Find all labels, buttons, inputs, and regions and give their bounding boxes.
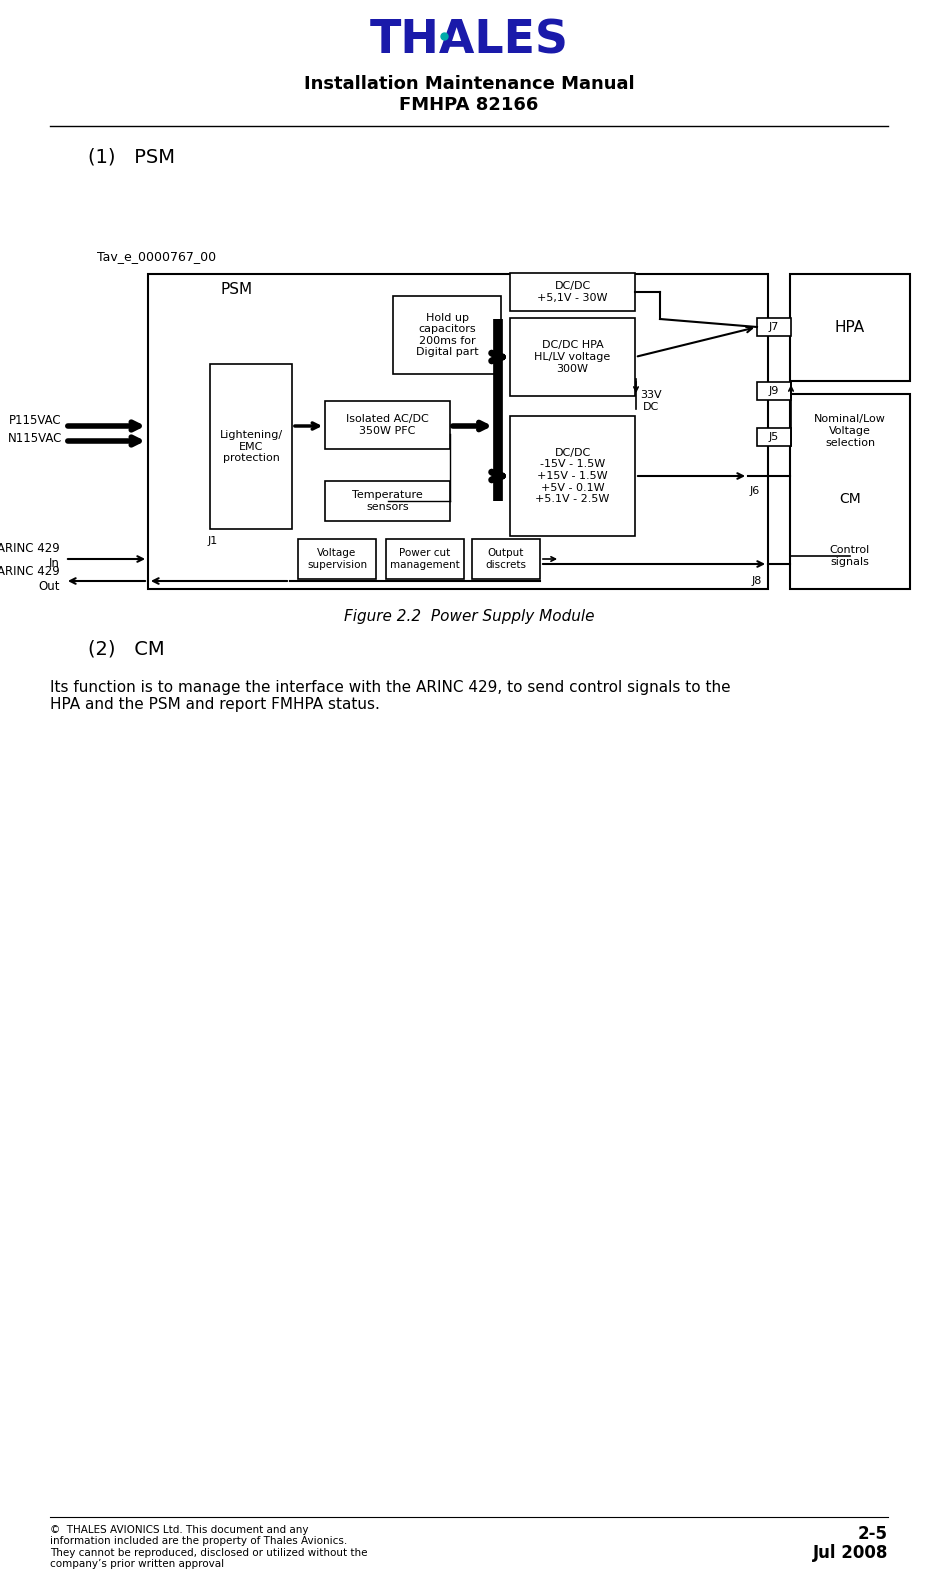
Text: 33V
DC: 33V DC (640, 391, 661, 412)
Text: Control
signals: Control signals (830, 545, 870, 567)
Bar (757, 381, 791, 400)
Text: Nominal/Low
Voltage
selection: Nominal/Low Voltage selection (814, 415, 885, 448)
Bar (325, 400, 450, 450)
Text: J6: J6 (750, 486, 761, 496)
Text: Voltage
supervision: Voltage supervision (307, 548, 367, 570)
Text: 2-5: 2-5 (858, 1525, 888, 1543)
Bar (472, 539, 540, 578)
Text: (2)   CM: (2) CM (88, 639, 165, 658)
Text: Tav_e_0000767_00: Tav_e_0000767_00 (97, 251, 216, 264)
Bar (790, 394, 910, 590)
Text: P115VAC: P115VAC (9, 415, 62, 427)
Text: J9: J9 (769, 386, 779, 396)
Text: Hold up
capacitors
200ms for
Digital part: Hold up capacitors 200ms for Digital par… (416, 313, 478, 358)
Text: Lightening/
EMC
protection: Lightening/ EMC protection (219, 431, 282, 462)
Bar (510, 318, 635, 396)
Text: PSM: PSM (220, 281, 252, 297)
Text: ARINC 429
Out: ARINC 429 Out (0, 566, 60, 593)
Bar (790, 273, 910, 381)
Text: Output
discrets: Output discrets (486, 548, 526, 570)
Text: Installation Maintenance Manual: Installation Maintenance Manual (304, 75, 634, 94)
Bar (510, 416, 635, 535)
Text: ARINC 429
In: ARINC 429 In (0, 542, 60, 570)
Text: DC/DC
+5,1V - 30W: DC/DC +5,1V - 30W (537, 281, 608, 303)
Bar (298, 539, 376, 578)
Text: Isolated AC/DC
350W PFC: Isolated AC/DC 350W PFC (346, 415, 429, 435)
Text: J7: J7 (769, 323, 779, 332)
Text: (1)   PSM: (1) PSM (88, 148, 175, 167)
Text: DC/DC HPA
HL/LV voltage
300W: DC/DC HPA HL/LV voltage 300W (535, 340, 611, 373)
Text: N115VAC: N115VAC (8, 432, 62, 445)
Bar (210, 364, 292, 529)
Text: Power cut
management: Power cut management (390, 548, 460, 570)
Text: Figure 2.2  Power Supply Module: Figure 2.2 Power Supply Module (343, 610, 595, 624)
Text: Temperature
sensors: Temperature sensors (352, 489, 423, 512)
Bar (510, 273, 635, 311)
Text: J8: J8 (752, 575, 763, 586)
Text: DC/DC
-15V - 1.5W
+15V - 1.5W
+5V - 0.1W
+5.1V - 2.5W: DC/DC -15V - 1.5W +15V - 1.5W +5V - 0.1W… (536, 448, 610, 504)
Text: HPA: HPA (835, 319, 865, 335)
Text: J5: J5 (769, 432, 779, 442)
Bar (325, 481, 450, 521)
Text: Jul 2008: Jul 2008 (812, 1545, 888, 1562)
Bar (757, 318, 791, 335)
Text: Its function is to manage the interface with the ARINC 429, to send control sign: Its function is to manage the interface … (50, 680, 731, 712)
Text: J1: J1 (208, 535, 219, 547)
Text: ©  THALES AVIONICS Ltd. This document and any
information included are the prope: © THALES AVIONICS Ltd. This document and… (50, 1524, 368, 1570)
Bar (757, 427, 791, 447)
Bar (148, 273, 768, 590)
Text: FMHPA 82166: FMHPA 82166 (400, 95, 538, 114)
Bar (393, 296, 501, 373)
Text: THALES: THALES (370, 19, 568, 64)
Text: CM: CM (840, 493, 861, 505)
Bar (386, 539, 464, 578)
